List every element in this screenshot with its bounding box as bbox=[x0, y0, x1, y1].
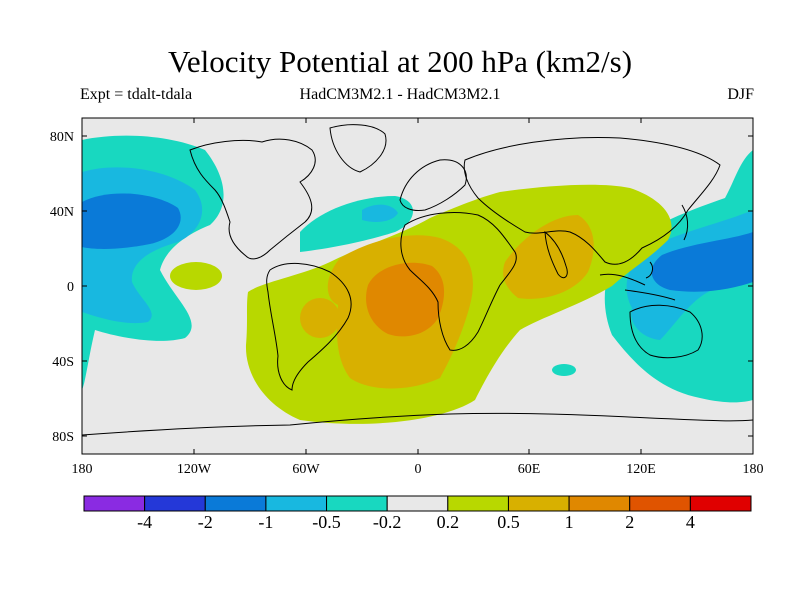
colorbar-swatch bbox=[447, 495, 509, 512]
colorbar-swatch bbox=[568, 495, 631, 512]
lon-label: 120W bbox=[177, 462, 212, 477]
colorbar-label: -4 bbox=[137, 512, 152, 532]
coastline-india bbox=[544, 230, 568, 279]
lat-label: 40N bbox=[50, 205, 74, 220]
coastlines bbox=[82, 124, 753, 436]
lon-label: 180 bbox=[743, 462, 764, 477]
contour-neg-1-east-pacific bbox=[651, 232, 753, 292]
coastline-africa bbox=[400, 211, 517, 351]
colorbar-swatch bbox=[265, 495, 328, 512]
colorbar-swatch bbox=[689, 495, 752, 512]
colorbar-swatch bbox=[386, 495, 449, 512]
coastline-australia bbox=[629, 304, 703, 359]
colorbar-label: 2 bbox=[625, 512, 634, 532]
season-label: DJF bbox=[727, 86, 754, 103]
contour-fields bbox=[82, 135, 753, 424]
contour-neg-02-south-atlantic bbox=[552, 364, 576, 376]
colorbar-label: 1 bbox=[565, 512, 574, 532]
plot-title: Velocity Potential at 200 hPa (km2/s) bbox=[167, 44, 633, 79]
contour-neg-1-west-pacific bbox=[82, 193, 181, 249]
coastline-south-america bbox=[266, 262, 352, 391]
lat-labels: 80N 40N 0 40S 80S bbox=[50, 130, 74, 445]
colorbar-label: -0.5 bbox=[312, 512, 341, 532]
lon-label: 60W bbox=[292, 462, 320, 477]
contour-pos-05-south-america bbox=[300, 298, 340, 338]
colorbar-swatch bbox=[144, 495, 206, 512]
lat-label: 40S bbox=[52, 355, 74, 370]
colorbar-swatch bbox=[326, 495, 388, 512]
contour-pos-05-indian-ocean bbox=[503, 215, 594, 299]
lon-label: 180 bbox=[72, 462, 93, 477]
contour-neg-05-north-atlantic bbox=[362, 204, 398, 222]
lat-label: 0 bbox=[67, 280, 74, 295]
colorbar-label: -0.2 bbox=[373, 512, 402, 532]
tick-marks bbox=[81, 118, 754, 454]
colorbar-label: -1 bbox=[258, 512, 273, 532]
lon-label: 120E bbox=[626, 462, 656, 477]
coastline-antarctica bbox=[82, 412, 753, 436]
lat-label: 80S bbox=[52, 430, 74, 445]
coastline-north-america bbox=[189, 138, 316, 260]
lat-label: 80N bbox=[50, 130, 74, 145]
coastline-europe bbox=[399, 159, 467, 211]
colorbar-labels: -4 -2 -1 -0.5 -0.2 0.2 0.5 1 2 4 bbox=[137, 512, 695, 532]
colorbar bbox=[83, 495, 752, 512]
lon-label: 0 bbox=[415, 462, 422, 477]
colorbar-swatch bbox=[629, 495, 691, 512]
colorbar-label: -2 bbox=[198, 512, 213, 532]
coastline-greenland bbox=[329, 124, 387, 173]
experiment-label: Expt = tdalt-tdala bbox=[80, 86, 193, 103]
contour-pos-1-atlantic bbox=[366, 262, 445, 337]
coastline-asia bbox=[463, 137, 721, 265]
colorbar-swatch bbox=[507, 495, 570, 512]
colorbar-label: 0.5 bbox=[497, 512, 520, 532]
lon-label: 60E bbox=[518, 462, 541, 477]
colorbar-swatch bbox=[204, 495, 267, 512]
coastline-maritime-continent bbox=[599, 261, 676, 301]
colorbar-swatch bbox=[83, 495, 146, 512]
coastline-japan bbox=[681, 204, 689, 241]
lon-labels: 180 120W 60W 0 60E 120E 180 bbox=[72, 462, 764, 477]
contour-pos-02-east-pacific-patch bbox=[170, 262, 222, 290]
colorbar-label: 4 bbox=[686, 512, 695, 532]
colorbar-label: 0.2 bbox=[437, 512, 460, 532]
model-label: HadCM3M2.1 - HadCM3M2.1 bbox=[299, 86, 501, 103]
